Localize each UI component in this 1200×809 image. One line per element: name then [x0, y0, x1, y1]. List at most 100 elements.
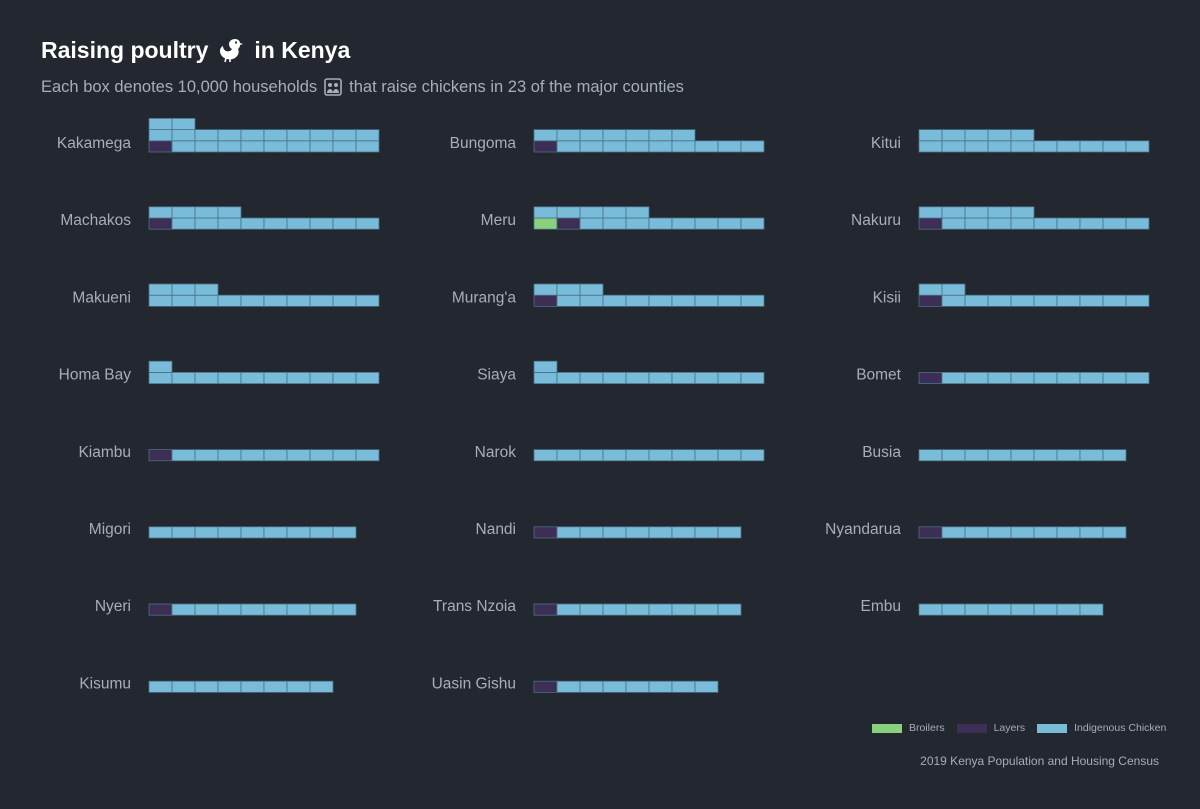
- waffle-cell-indigenous-chicken: [194, 283, 219, 296]
- waffle-cell-indigenous-chicken: [171, 371, 196, 384]
- waffle-cell-indigenous-chicken: [171, 526, 196, 539]
- waffle-machakos: Machakos: [60, 206, 380, 230]
- waffle-cell-indigenous-chicken: [648, 140, 673, 153]
- waffle-cell-indigenous-chicken: [309, 294, 334, 307]
- county-label: Trans Nzoia: [433, 598, 516, 615]
- waffle-cell-indigenous-chicken: [694, 603, 719, 616]
- waffle-uasin-gishu: Uasin Gishu: [432, 675, 719, 693]
- waffle-cell-indigenous-chicken: [556, 294, 581, 307]
- waffle-cell-indigenous-chicken: [171, 680, 196, 693]
- waffle-cell-indigenous-chicken: [217, 217, 242, 230]
- waffle-cell-indigenous-chicken: [148, 206, 173, 219]
- waffle-cell-indigenous-chicken: [579, 206, 604, 219]
- waffle-cell-layers: [533, 680, 558, 693]
- waffle-cell-indigenous-chicken: [533, 449, 558, 462]
- waffle-cell-indigenous-chicken: [240, 140, 265, 153]
- waffle-cell-indigenous-chicken: [332, 603, 357, 616]
- waffle-cell-indigenous-chicken: [1010, 294, 1035, 307]
- waffle-cell-indigenous-chicken: [556, 526, 581, 539]
- waffle-cell-indigenous-chicken: [286, 526, 311, 539]
- waffle-narok: Narok: [475, 444, 765, 462]
- waffle-cell-indigenous-chicken: [1102, 449, 1127, 462]
- waffle-cell-indigenous-chicken: [217, 526, 242, 539]
- waffle-cell-indigenous-chicken: [941, 371, 966, 384]
- waffle-cell-indigenous-chicken: [286, 294, 311, 307]
- waffle-cell-indigenous-chicken: [964, 603, 989, 616]
- waffle-cell-indigenous-chicken: [964, 129, 989, 142]
- waffle-cell-indigenous-chicken: [625, 680, 650, 693]
- legend-label-layers: Layers: [993, 722, 1026, 734]
- waffle-cell-indigenous-chicken: [602, 603, 627, 616]
- waffle-cell-indigenous-chicken: [217, 294, 242, 307]
- waffle-cell-indigenous-chicken: [1102, 140, 1127, 153]
- waffle-cell-indigenous-chicken: [286, 680, 311, 693]
- waffle-cell-layers: [918, 526, 943, 539]
- county-label: Migori: [89, 521, 131, 538]
- legend-label-indigenous-chicken: Indigenous Chicken: [1074, 722, 1167, 734]
- waffle-cell-indigenous-chicken: [579, 603, 604, 616]
- waffle-cell-indigenous-chicken: [671, 371, 696, 384]
- waffle-cell-indigenous-chicken: [217, 129, 242, 142]
- waffle-cell-indigenous-chicken: [194, 140, 219, 153]
- legend-key-indigenous-chicken: [1037, 723, 1068, 733]
- waffle-cell-layers: [918, 294, 943, 307]
- waffle-cell-indigenous-chicken: [309, 371, 334, 384]
- waffle-cell-indigenous-chicken: [1056, 603, 1081, 616]
- title-text-start: Raising poultry: [41, 36, 209, 63]
- waffle-cell-layers: [533, 526, 558, 539]
- waffle-cell-indigenous-chicken: [717, 294, 742, 307]
- waffle-cell-indigenous-chicken: [556, 206, 581, 219]
- waffle-cell-indigenous-chicken: [217, 206, 242, 219]
- waffle-cell-indigenous-chicken: [171, 206, 196, 219]
- waffle-cell-indigenous-chicken: [941, 217, 966, 230]
- waffle-cell-indigenous-chicken: [579, 129, 604, 142]
- county-label: Kiambu: [78, 444, 131, 461]
- hen-icon: [220, 39, 244, 63]
- waffle-bungoma: Bungoma: [450, 129, 765, 153]
- waffle-cell-indigenous-chicken: [148, 360, 173, 373]
- waffle-cell-indigenous-chicken: [694, 371, 719, 384]
- waffle-cell-indigenous-chicken: [171, 217, 196, 230]
- county-label: Uasin Gishu: [432, 675, 516, 692]
- waffle-cell-indigenous-chicken: [240, 449, 265, 462]
- waffle-cell-indigenous-chicken: [602, 294, 627, 307]
- waffle-cell-indigenous-chicken: [941, 283, 966, 296]
- waffle-cell-indigenous-chicken: [964, 140, 989, 153]
- waffle-cell-indigenous-chicken: [625, 140, 650, 153]
- waffle-cell-indigenous-chicken: [1056, 140, 1081, 153]
- county-label: Makueni: [72, 289, 131, 306]
- waffle-cell-indigenous-chicken: [1033, 526, 1058, 539]
- waffle-cell-indigenous-chicken: [1079, 217, 1104, 230]
- waffle-cell-indigenous-chicken: [694, 680, 719, 693]
- waffle-cell-indigenous-chicken: [1056, 371, 1081, 384]
- waffle-cell-indigenous-chicken: [671, 129, 696, 142]
- waffle-cell-indigenous-chicken: [533, 283, 558, 296]
- waffle-cell-indigenous-chicken: [556, 449, 581, 462]
- waffle-cell-indigenous-chicken: [332, 140, 357, 153]
- waffle-cell-indigenous-chicken: [332, 449, 357, 462]
- waffle-cell-layers: [148, 449, 173, 462]
- county-label: Kakamega: [57, 135, 131, 152]
- waffle-cell-layers: [533, 603, 558, 616]
- waffle-cell-indigenous-chicken: [309, 129, 334, 142]
- county-label: Embu: [861, 598, 902, 615]
- waffle-cell-indigenous-chicken: [240, 294, 265, 307]
- waffle-cell-indigenous-chicken: [625, 294, 650, 307]
- waffle-makueni: Makueni: [72, 283, 380, 307]
- waffle-cell-indigenous-chicken: [987, 206, 1012, 219]
- waffle-cell-indigenous-chicken: [648, 526, 673, 539]
- waffle-cell-indigenous-chicken: [625, 206, 650, 219]
- waffle-cell-indigenous-chicken: [717, 217, 742, 230]
- waffle-cell-indigenous-chicken: [941, 140, 966, 153]
- county-label: Nyandarua: [825, 521, 901, 538]
- waffle-cell-indigenous-chicken: [648, 294, 673, 307]
- waffle-cell-indigenous-chicken: [309, 603, 334, 616]
- waffle-cell-indigenous-chicken: [194, 217, 219, 230]
- waffle-cell-indigenous-chicken: [148, 283, 173, 296]
- waffle-cell-indigenous-chicken: [717, 603, 742, 616]
- waffle-cell-indigenous-chicken: [263, 217, 288, 230]
- waffle-kisumu: Kisumu: [79, 675, 334, 693]
- waffle-cell-indigenous-chicken: [556, 371, 581, 384]
- waffle-cell-indigenous-chicken: [355, 129, 380, 142]
